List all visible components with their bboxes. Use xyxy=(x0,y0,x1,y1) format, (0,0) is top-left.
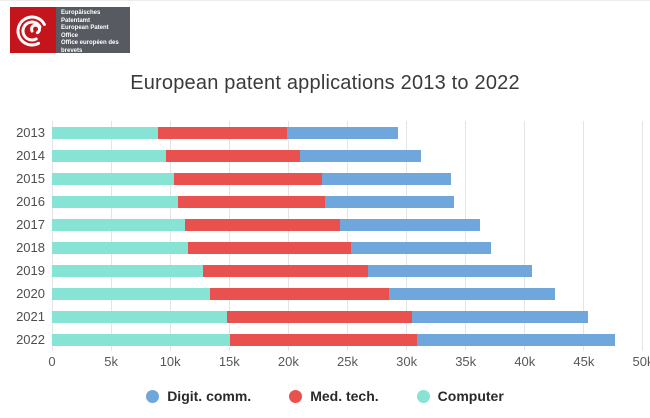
stacked-bar-2021 xyxy=(52,310,642,323)
year-label: 2013 xyxy=(16,125,45,140)
stacked-bar-2020 xyxy=(52,287,642,300)
bar-row-2015 xyxy=(52,167,642,190)
year-label: 2020 xyxy=(16,286,45,301)
epo-logo-text: Europäisches Patentamt European Patent O… xyxy=(56,7,130,54)
x-tick-label: 5k xyxy=(104,354,118,369)
x-tick-label: 0 xyxy=(48,354,56,369)
bar-row-2022 xyxy=(52,328,642,351)
x-tick-label: 25k xyxy=(337,354,358,369)
stacked-bar-2016 xyxy=(52,195,642,208)
legend-item-digit-comm[interactable]: Digit. comm. xyxy=(146,388,251,404)
stacked-bar-2014 xyxy=(52,149,642,162)
year-label: 2022 xyxy=(16,332,45,347)
epo-name-english: European Patent Office xyxy=(61,25,109,39)
stacked-bar-2018 xyxy=(52,241,642,254)
bar-segment-med-tech-2016[interactable] xyxy=(178,195,325,208)
x-tick-label: 15k xyxy=(218,354,240,369)
bar-segment-digit-comm-2015[interactable] xyxy=(322,172,451,185)
legend-color-dot xyxy=(416,389,430,403)
bar-segment-med-tech-2018[interactable] xyxy=(187,241,351,254)
bar-segment-med-tech-2020[interactable] xyxy=(210,287,390,300)
chart-legend: Digit. comm. Med. tech. Computer xyxy=(0,388,650,404)
year-label: 2017 xyxy=(16,217,45,232)
x-tick-label: 45k xyxy=(573,354,595,369)
x-tick-label: 35k xyxy=(455,354,477,369)
x-tick-label: 10k xyxy=(159,354,181,369)
stacked-bar-chart: 2013 2014 2015 2016 2017 2018 2019 2020 2021 2022 xyxy=(12,121,643,351)
bar-segment-digit-comm-2022[interactable] xyxy=(416,333,615,346)
bar-segment-med-tech-2014[interactable] xyxy=(166,149,300,162)
bar-segment-med-tech-2017[interactable] xyxy=(185,218,340,231)
x-tick-label: 20k xyxy=(277,354,299,369)
bar-row-2018 xyxy=(52,236,642,259)
bar-segment-digit-comm-2018[interactable] xyxy=(350,241,491,254)
x-axis-labels: 0 5k 10k 15k 20k 25k 30k 35k 40k 45k 50k xyxy=(48,354,650,370)
bar-segment-computer-2019[interactable] xyxy=(52,264,204,277)
bar-segment-computer-2021[interactable] xyxy=(52,310,227,323)
stacked-bar-2015 xyxy=(52,172,642,185)
bar-segment-computer-2014[interactable] xyxy=(52,149,167,162)
stacked-bar-2013 xyxy=(52,126,642,139)
x-tick-label: 50k xyxy=(632,354,650,369)
bar-segment-med-tech-2022[interactable] xyxy=(230,333,417,346)
bar-row-2020 xyxy=(52,282,642,305)
x-tick-label: 30k xyxy=(396,354,418,369)
legend-label: Med. tech. xyxy=(310,388,379,404)
bar-segment-computer-2015[interactable] xyxy=(52,172,174,185)
y-axis-labels: 2013 2014 2015 2016 2017 2018 2019 2020 2021 2022 xyxy=(12,121,52,351)
x-tick-label: 40k xyxy=(514,354,536,369)
bar-row-2019 xyxy=(52,259,642,282)
bar-row-2014 xyxy=(52,144,642,167)
bar-segment-med-tech-2019[interactable] xyxy=(203,264,369,277)
legend-item-med-tech[interactable]: Med. tech. xyxy=(289,388,379,404)
bar-row-2013 xyxy=(52,121,642,144)
plot-area xyxy=(52,121,643,351)
legend-label: Computer xyxy=(437,388,504,404)
legend-label: Digit. comm. xyxy=(167,388,252,404)
stacked-bar-2022 xyxy=(52,333,642,346)
bar-segment-med-tech-2015[interactable] xyxy=(173,172,323,185)
stacked-bar-2019 xyxy=(52,264,642,277)
year-label: 2015 xyxy=(16,171,45,186)
epo-logo: Europäisches Patentamt European Patent O… xyxy=(10,7,130,54)
epo-name-french: Office européen des brevets xyxy=(61,40,119,54)
legend-color-dot xyxy=(289,389,303,403)
bar-segment-digit-comm-2017[interactable] xyxy=(339,218,481,231)
bar-segment-med-tech-2013[interactable] xyxy=(158,126,287,139)
bar-segment-computer-2016[interactable] xyxy=(52,195,179,208)
bar-segment-digit-comm-2020[interactable] xyxy=(389,287,555,300)
chart-title: European patent applications 2013 to 202… xyxy=(130,72,520,94)
bar-segment-digit-comm-2021[interactable] xyxy=(411,310,588,323)
bar-segment-computer-2018[interactable] xyxy=(52,241,188,254)
bar-segment-digit-comm-2019[interactable] xyxy=(368,264,533,277)
bar-segment-computer-2017[interactable] xyxy=(52,218,186,231)
bar-segment-computer-2013[interactable] xyxy=(52,126,159,139)
bar-row-2017 xyxy=(52,213,642,236)
year-label: 2018 xyxy=(16,240,45,255)
stacked-bar-2017 xyxy=(52,218,642,231)
bar-segment-med-tech-2021[interactable] xyxy=(226,310,412,323)
bar-segment-digit-comm-2014[interactable] xyxy=(299,149,422,162)
legend-item-computer[interactable]: Computer xyxy=(416,388,504,404)
bar-segment-computer-2022[interactable] xyxy=(52,333,231,346)
bar-row-2016 xyxy=(52,190,642,213)
year-label: 2019 xyxy=(16,263,45,278)
year-label: 2021 xyxy=(16,309,45,324)
bar-segment-digit-comm-2013[interactable] xyxy=(286,126,398,139)
epo-fingerprint-icon xyxy=(10,7,56,53)
bar-segment-digit-comm-2016[interactable] xyxy=(324,195,455,208)
legend-color-dot xyxy=(146,389,160,403)
bar-segment-computer-2020[interactable] xyxy=(52,287,211,300)
epo-name-german: Europäisches Patentamt xyxy=(61,10,101,24)
bar-row-2021 xyxy=(52,305,642,328)
year-label: 2016 xyxy=(16,194,45,209)
year-label: 2014 xyxy=(16,148,45,163)
